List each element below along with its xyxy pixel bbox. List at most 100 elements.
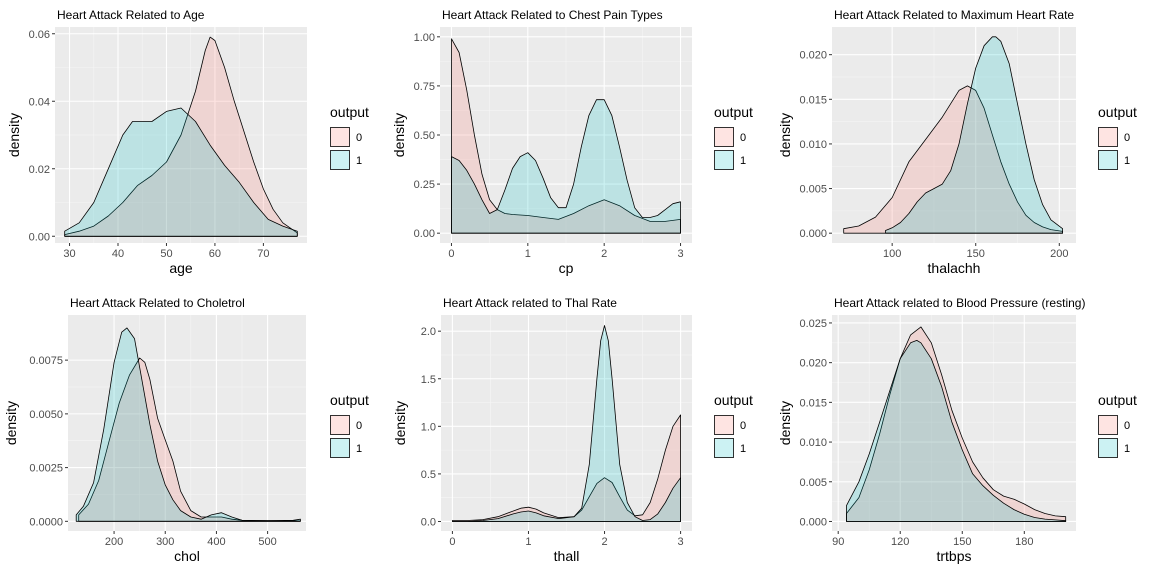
x-tick-label: 100 bbox=[883, 248, 901, 260]
x-tick-label: 30 bbox=[63, 248, 75, 260]
y-tick-label: 0.5 bbox=[421, 469, 436, 481]
legend-key-background bbox=[714, 415, 734, 435]
x-tick-label: 400 bbox=[207, 536, 225, 548]
density-area-output-1 bbox=[452, 325, 681, 522]
chart-title: Heart Attack Related to Maximum Heart Ra… bbox=[834, 8, 1074, 22]
legend-key-swatch bbox=[330, 438, 350, 458]
x-axis-title: trtbps bbox=[936, 548, 971, 564]
x-tick-label: 3 bbox=[678, 536, 684, 548]
x-tick-label: 3 bbox=[677, 248, 683, 260]
x-tick-label: 150 bbox=[967, 248, 985, 260]
density-area-output-0 bbox=[452, 414, 681, 522]
panel-6: 90 120 150 180 0.000 0.005 0.010 0.015 0.020 0.02… bbox=[777, 296, 1137, 564]
legend: output 0 1 bbox=[714, 392, 753, 458]
legend-label: 0 bbox=[1124, 132, 1130, 144]
legend-key-swatch bbox=[1098, 150, 1118, 170]
x-tick-label: 300 bbox=[156, 536, 174, 548]
legend-key-swatch bbox=[330, 415, 350, 435]
x-tick-label: 1 bbox=[525, 536, 531, 548]
y-tick-label: 0.0025 bbox=[29, 463, 63, 475]
legend-key-background bbox=[714, 127, 734, 147]
y-axis-title: density bbox=[3, 401, 19, 445]
legend-key-background bbox=[330, 150, 350, 170]
panel-background bbox=[832, 27, 1076, 243]
legend-label: 0 bbox=[740, 132, 746, 144]
y-tick-label: 0.005 bbox=[799, 477, 827, 489]
legend-title: output bbox=[330, 104, 369, 120]
legend-key-background bbox=[1098, 438, 1118, 458]
chart-title: Heart Attack related to Thal Rate bbox=[443, 296, 617, 310]
legend-key-background bbox=[330, 415, 350, 435]
x-axis-title: chol bbox=[174, 548, 200, 564]
y-tick-label: 0.25 bbox=[414, 179, 435, 191]
y-tick-label: 1.00 bbox=[414, 32, 435, 44]
panel-4: 200 300 400 500 0.0000 0.0025 0.0050 0.0075 Hear… bbox=[3, 296, 369, 564]
x-tick-label: 200 bbox=[105, 536, 123, 548]
y-tick-label: 0.025 bbox=[799, 318, 827, 330]
y-tick-label: 0.06 bbox=[29, 29, 50, 41]
y-axis-title: density bbox=[777, 113, 793, 157]
y-tick-label: 0.0075 bbox=[29, 355, 63, 367]
y-tick-label: 0.020 bbox=[799, 50, 827, 62]
legend: output 0 1 bbox=[330, 104, 369, 170]
y-axis-title: density bbox=[6, 113, 22, 157]
legend-label: 0 bbox=[356, 420, 362, 432]
density-area-output-0 bbox=[846, 326, 1067, 522]
legend-key-swatch bbox=[330, 127, 350, 147]
y-axis-title: density bbox=[777, 401, 793, 445]
y-tick-label: 0.75 bbox=[414, 81, 435, 93]
x-tick-label: 120 bbox=[891, 536, 909, 548]
legend-key-swatch bbox=[714, 438, 734, 458]
legend-label: 1 bbox=[740, 443, 746, 455]
y-tick-label: 0.000 bbox=[799, 228, 827, 240]
legend-key-swatch bbox=[714, 415, 734, 435]
legend-key-background bbox=[1098, 415, 1118, 435]
legend: output 0 1 bbox=[714, 104, 753, 170]
x-tick-label: 50 bbox=[160, 248, 172, 260]
legend-title: output bbox=[714, 392, 753, 408]
x-tick-label: 500 bbox=[258, 536, 276, 548]
density-area-output-0 bbox=[64, 36, 298, 237]
density-area-output-1 bbox=[75, 327, 301, 522]
density-area-output-1 bbox=[885, 36, 1063, 234]
y-axis-title: density bbox=[392, 401, 408, 445]
y-tick-label: 0.015 bbox=[799, 397, 827, 409]
y-tick-label: 0.020 bbox=[799, 358, 827, 370]
density-area-output-1 bbox=[451, 99, 681, 234]
y-tick-label: 0.00 bbox=[414, 228, 435, 240]
legend-label: 1 bbox=[356, 155, 362, 167]
legend-key-background bbox=[714, 150, 734, 170]
legend: output 0 1 bbox=[330, 392, 369, 458]
x-tick-label: 200 bbox=[1050, 248, 1068, 260]
legend-label: 0 bbox=[740, 420, 746, 432]
x-tick-label: 90 bbox=[832, 536, 844, 548]
x-axis-title: thall bbox=[554, 548, 580, 564]
x-axis-title: cp bbox=[559, 260, 574, 276]
x-tick-label: 70 bbox=[257, 248, 269, 260]
legend-key-swatch bbox=[1098, 438, 1118, 458]
y-tick-label: 1.0 bbox=[421, 421, 436, 433]
y-tick-label: 0.000 bbox=[799, 516, 827, 528]
chart-title: Heart Attack Related to Chest Pain Types bbox=[442, 8, 663, 22]
x-tick-label: 60 bbox=[209, 248, 221, 260]
legend-key-background bbox=[1098, 127, 1118, 147]
y-tick-label: 0.010 bbox=[799, 437, 827, 449]
legend-key-swatch bbox=[1098, 127, 1118, 147]
x-tick-label: 180 bbox=[1015, 536, 1033, 548]
legend-key-background bbox=[1098, 150, 1118, 170]
panel-1: 30 40 50 60 70 0.00 0.02 0.04 0.06 Heart Attack R… bbox=[6, 8, 369, 276]
legend-key-background bbox=[330, 438, 350, 458]
x-axis-title: thalachh bbox=[928, 260, 981, 276]
x-axis-title: age bbox=[169, 260, 193, 276]
density-area-output-1 bbox=[64, 107, 298, 237]
chart-title: Heart Attack Related to Choletrol bbox=[70, 296, 245, 310]
legend-title: output bbox=[330, 392, 369, 408]
legend-key-swatch bbox=[714, 127, 734, 147]
legend-label: 1 bbox=[1124, 443, 1130, 455]
legend-key-swatch bbox=[1098, 415, 1118, 435]
x-tick-label: 0 bbox=[448, 248, 454, 260]
panel-background bbox=[832, 315, 1076, 531]
x-tick-label: 0 bbox=[449, 536, 455, 548]
y-tick-label: 0.010 bbox=[799, 139, 827, 151]
